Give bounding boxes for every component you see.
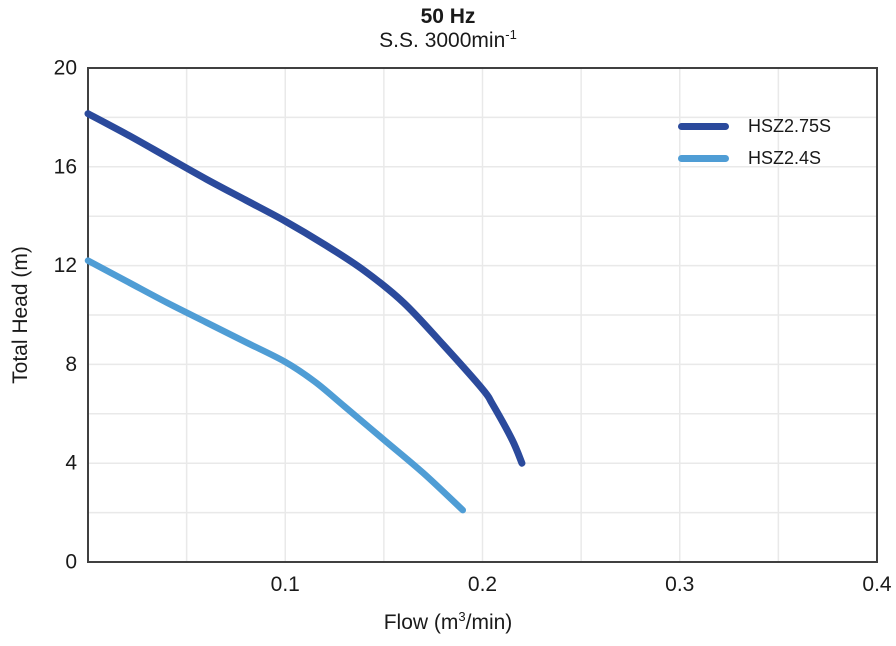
chart-subtitle-text: S.S. 3000min xyxy=(379,29,506,52)
y-tick-label: 12 xyxy=(54,254,77,277)
x-tick-label: 0.1 xyxy=(271,573,300,596)
y-tick-label: 20 xyxy=(54,57,77,80)
legend-item: HSZ2.75S xyxy=(678,110,831,142)
x-tick-label: 0.4 xyxy=(862,573,892,596)
x-tick-label: 0.2 xyxy=(468,573,497,596)
y-tick-label: 16 xyxy=(54,155,77,178)
grid-lines xyxy=(88,68,877,562)
x-axis-title: Flow (m3/min) xyxy=(0,609,896,635)
x-axis-title-text: /min) xyxy=(465,611,513,634)
y-tick-label: 4 xyxy=(65,452,77,475)
x-tick-labels: 0.1 0.2 0.3 0.4 xyxy=(271,573,892,596)
y-tick-labels: 0 4 8 12 16 20 xyxy=(54,57,78,574)
x-axis-title-text: Flow (m xyxy=(383,611,459,634)
legend-line-swatch xyxy=(678,154,729,162)
x-tick-label: 0.3 xyxy=(665,573,694,596)
legend-item: HSZ2.4S xyxy=(678,142,831,174)
legend: HSZ2.75S HSZ2.4S xyxy=(678,110,831,174)
series-curve-HSZ2.75S xyxy=(84,110,526,467)
chart-subtitle-superscript: -1 xyxy=(505,27,517,42)
x-axis-title-superscript: 3 xyxy=(458,609,466,624)
y-tick-label: 8 xyxy=(65,353,77,376)
legend-line-swatch xyxy=(678,122,729,130)
series-curve-HSZ2.4S xyxy=(84,257,467,514)
legend-label: HSZ2.75S xyxy=(748,115,832,136)
chart-title: 50 Hz xyxy=(420,5,476,28)
chart-subtitle: S.S. 3000min-1 xyxy=(0,27,896,53)
legend-label: HSZ2.4S xyxy=(748,147,822,168)
y-tick-label: 0 xyxy=(65,551,77,574)
plot-border xyxy=(87,67,878,563)
